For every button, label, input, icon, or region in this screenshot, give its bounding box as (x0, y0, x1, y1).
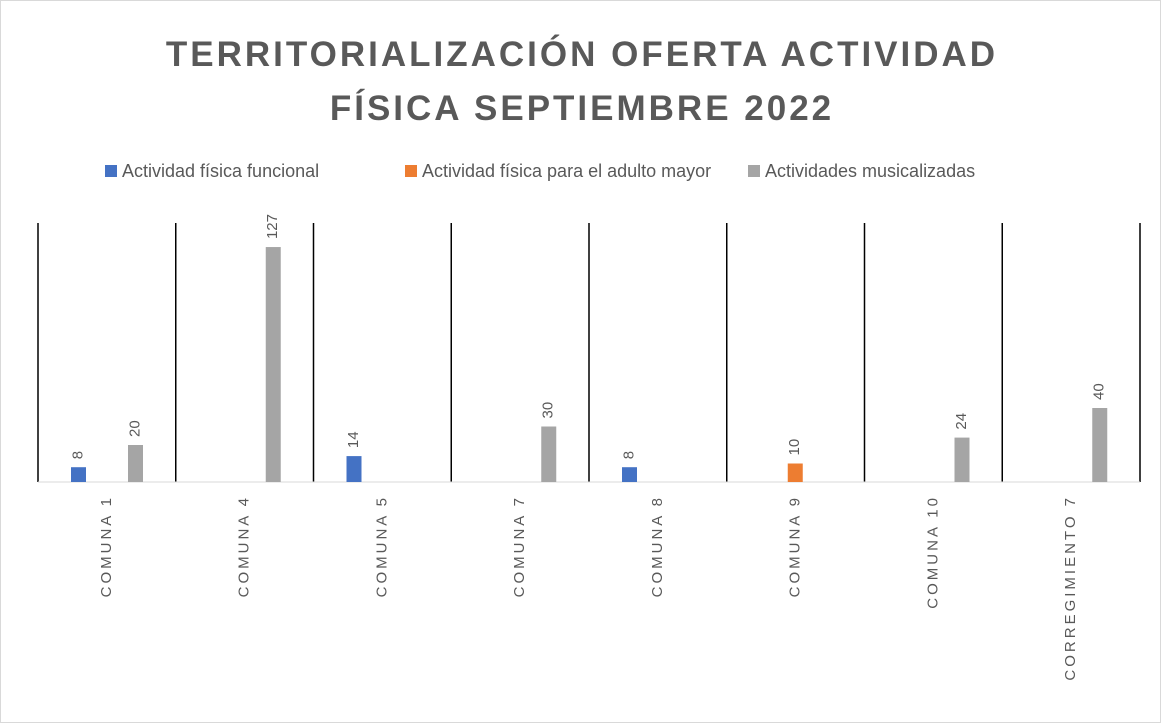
x-tick-label: CORREGIMIENTO 7 (1062, 495, 1079, 681)
data-label: 8 (69, 451, 86, 459)
bar (541, 426, 557, 482)
x-tick-label: COMUNA 8 (649, 495, 666, 597)
bar (128, 445, 143, 482)
bar (622, 467, 637, 482)
bar (265, 247, 281, 482)
data-label: 24 (953, 413, 970, 430)
x-tick-label: COMUNA 4 (236, 495, 253, 597)
legend-swatch (748, 165, 760, 177)
data-label: 10 (786, 439, 803, 456)
data-label: 8 (620, 451, 637, 459)
bar (71, 467, 86, 482)
legend-swatch (405, 165, 417, 177)
x-tick-label: COMUNA 5 (373, 495, 390, 597)
chart-title: TERRITORIALIZACIÓN OFERTA ACTIVIDAD (166, 34, 998, 74)
bar (954, 437, 970, 482)
chart-title: FÍSICA SEPTIEMBRE 2022 (330, 88, 834, 128)
x-tick-label: COMUNA 10 (924, 495, 941, 609)
data-label: 127 (264, 214, 281, 239)
legend-label: Actividad física para el adulto mayor (422, 161, 711, 181)
data-label: 40 (1091, 383, 1108, 400)
legend-label: Actividad física funcional (122, 161, 319, 181)
legend-label: Actividades musicalizadas (765, 161, 975, 181)
data-label: 14 (345, 431, 362, 448)
data-label: 20 (126, 420, 143, 437)
legend-swatch (105, 165, 117, 177)
x-tick-label: COMUNA 7 (511, 495, 528, 597)
x-tick-label: COMUNA 1 (98, 495, 115, 597)
bar (1092, 408, 1108, 482)
bar (346, 456, 362, 482)
bar (787, 463, 803, 482)
data-label: 30 (540, 402, 557, 419)
x-tick-label: COMUNA 9 (787, 495, 804, 597)
